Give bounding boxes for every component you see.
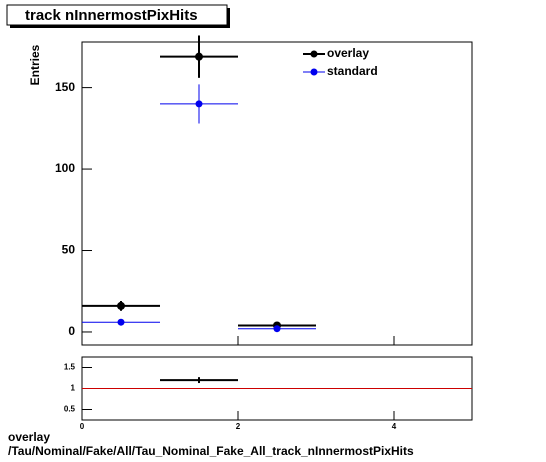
- main-frame: [81, 41, 473, 346]
- marker: [117, 301, 125, 310]
- y-tick-label: 100: [55, 161, 75, 175]
- title-box: [6, 4, 228, 26]
- legend-marker: [310, 68, 318, 76]
- legend-label: overlay: [327, 46, 369, 60]
- footer-line: /Tau/Nominal/Fake/All/Tau_Nominal_Fake_A…: [8, 444, 414, 458]
- x-tick-label: 4: [392, 422, 397, 431]
- x-tick-label: 0: [80, 422, 85, 431]
- x-tick-label: 2: [236, 422, 241, 431]
- marker: [195, 52, 203, 61]
- y-axis-label: Entries: [28, 44, 42, 85]
- y-tick-label: 0: [68, 324, 75, 338]
- y-tick-label: 0.5: [64, 405, 76, 414]
- y-tick-label: 1.5: [64, 363, 76, 372]
- y-tick-label: 1: [71, 384, 76, 393]
- chart-title: track nInnermostPixHits: [25, 7, 198, 24]
- marker: [117, 318, 125, 326]
- marker: [273, 325, 281, 333]
- marker: [195, 100, 203, 108]
- y-tick-label: 50: [62, 243, 76, 257]
- y-tick-label: 150: [55, 80, 75, 94]
- legend-marker: [310, 50, 318, 58]
- footer-line: overlay: [8, 430, 50, 444]
- legend-label: standard: [327, 64, 378, 78]
